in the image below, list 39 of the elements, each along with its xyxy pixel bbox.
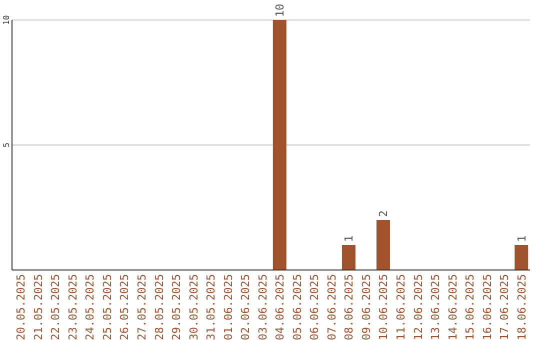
- x-tick-label: 14.06.2025: [446, 274, 460, 340]
- x-tick-label: 13.06.2025: [429, 274, 442, 340]
- x-tick-label: 21.05.2025: [32, 274, 45, 340]
- x-tick-label: 04.06.2025: [274, 274, 287, 340]
- x-tick-label: 22.05.2025: [49, 274, 62, 340]
- data-label: 1: [342, 235, 356, 242]
- x-tick-label: 24.05.2025: [84, 274, 97, 340]
- x-tick-label: 20.05.2025: [14, 274, 28, 340]
- x-tick-label: 15.06.2025: [464, 274, 477, 340]
- bar: [514, 245, 528, 270]
- x-tick-label: 02.06.2025: [239, 274, 252, 340]
- x-tick-label: 23.05.2025: [66, 274, 80, 340]
- y-tick-label: 5: [2, 142, 11, 148]
- x-tick-label: 07.06.2025: [325, 274, 338, 340]
- data-label: 1: [515, 235, 528, 242]
- bar: [342, 245, 356, 270]
- x-tick-label: 03.06.2025: [256, 274, 270, 340]
- data-label: 2: [377, 210, 390, 217]
- x-tick-label: 31.05.2025: [204, 274, 218, 340]
- x-tick-label: 12.06.2025: [412, 274, 425, 340]
- x-tick-label: 01.06.2025: [222, 274, 235, 340]
- x-tick-label: 06.06.2025: [308, 274, 322, 340]
- x-tick-label: 08.06.2025: [342, 274, 356, 340]
- x-tick-label: 25.05.2025: [100, 274, 114, 340]
- x-tick-label: 30.05.2025: [187, 274, 200, 340]
- x-tick-label: 27.05.2025: [136, 274, 148, 340]
- x-tick-label: 29.05.2025: [170, 274, 184, 340]
- bar: [272, 20, 286, 270]
- x-tick-label: 11.06.2025: [394, 274, 408, 340]
- x-tick-label: 17.06.2025: [498, 274, 512, 340]
- bar: [376, 220, 390, 270]
- x-tick-label: 26.05.2025: [118, 274, 132, 340]
- x-tick-label: 28.05.2025: [152, 274, 166, 340]
- x-tick-label: 16.06.2025: [480, 274, 494, 340]
- x-tick-label: 10.06.2025: [377, 274, 390, 340]
- x-tick-label: 09.06.2025: [360, 274, 373, 340]
- x-tick-label: 18.06.2025: [515, 274, 528, 340]
- x-tick-label: 05.06.2025: [290, 274, 304, 340]
- data-label: 10: [274, 4, 287, 17]
